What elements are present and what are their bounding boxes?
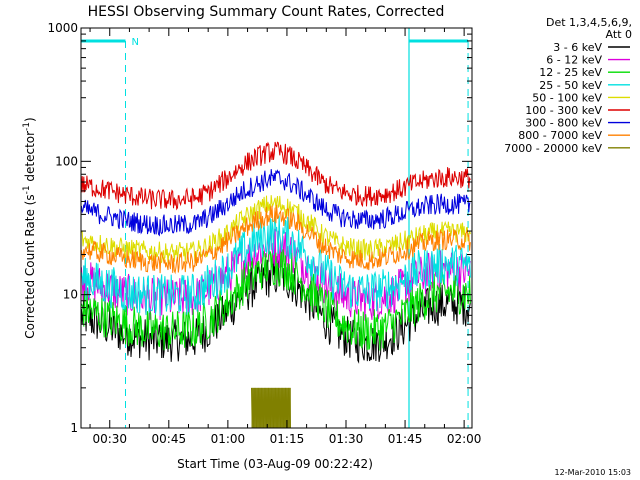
series-trace bbox=[80, 248, 471, 351]
series-layer bbox=[80, 141, 471, 429]
legend-header-line: Att 0 bbox=[606, 28, 632, 41]
x-tick-label: 01:30 bbox=[329, 432, 364, 446]
night-label-0: N bbox=[131, 37, 138, 48]
axes-layer: 00:30 00:45 01:00 01:15 01:30 01:45 02:00 1 10 10… bbox=[47, 21, 481, 446]
series-300-800-kev bbox=[80, 169, 471, 237]
legend-entry-label: 800 - 7000 keV bbox=[518, 129, 602, 142]
plot-border bbox=[80, 27, 473, 429]
legend-entry-label: 300 - 800 keV bbox=[525, 117, 602, 130]
chart-title: HESSI Observing Summary Count Rates, Cor… bbox=[88, 4, 445, 20]
x-tick-label: 02:00 bbox=[447, 432, 482, 446]
legend-entry-label: 100 - 300 keV bbox=[525, 104, 602, 117]
series-trace bbox=[80, 141, 471, 211]
series-12-25-kev bbox=[80, 248, 471, 351]
y-axis-label: Corrected Count Rate (s-1 detector-1) bbox=[22, 117, 37, 338]
series-3-6-kev bbox=[80, 257, 471, 364]
series-800-7000-kev bbox=[80, 204, 471, 275]
x-tick-label: 00:45 bbox=[152, 432, 187, 446]
x-axis-label: Start Time (03-Aug-09 00:22:42) bbox=[177, 457, 373, 471]
x-tick-label: 01:00 bbox=[211, 432, 246, 446]
legend-entry-label: 50 - 100 keV bbox=[532, 91, 602, 104]
y-tick-label: 100 bbox=[55, 154, 78, 168]
legend-entry-label: 25 - 50 keV bbox=[539, 79, 602, 92]
legend-entry-label: 6 - 12 keV bbox=[546, 54, 602, 67]
series-block bbox=[251, 387, 291, 428]
y-tick-label: 1 bbox=[70, 421, 78, 435]
series-7000-20000-kev bbox=[251, 387, 291, 429]
series-trace bbox=[81, 195, 471, 264]
x-tick-label: 01:15 bbox=[270, 432, 305, 446]
legend-entry-label: 7000 - 20000 keV bbox=[504, 142, 602, 155]
legend-entry-label: 12 - 25 keV bbox=[539, 66, 602, 79]
series-100-300-kev bbox=[80, 141, 471, 211]
legend-header-line: Det 1,3,4,5,6,9, bbox=[546, 16, 632, 29]
y-tick-label: 1000 bbox=[47, 21, 78, 35]
legend-entry-label: 3 - 6 keV bbox=[553, 41, 602, 54]
x-tick-label: 01:45 bbox=[388, 432, 423, 446]
series-50-100-kev bbox=[81, 195, 471, 264]
x-tick-label: 00:30 bbox=[92, 432, 127, 446]
date-stamp: 12-Mar-2010 15:03 bbox=[555, 468, 632, 477]
series-trace bbox=[80, 169, 471, 237]
series-trace bbox=[80, 204, 471, 275]
series-trace bbox=[80, 215, 471, 317]
series-25-50-kev bbox=[80, 215, 471, 317]
series-trace bbox=[80, 257, 471, 364]
y-tick-label: 10 bbox=[63, 288, 78, 302]
